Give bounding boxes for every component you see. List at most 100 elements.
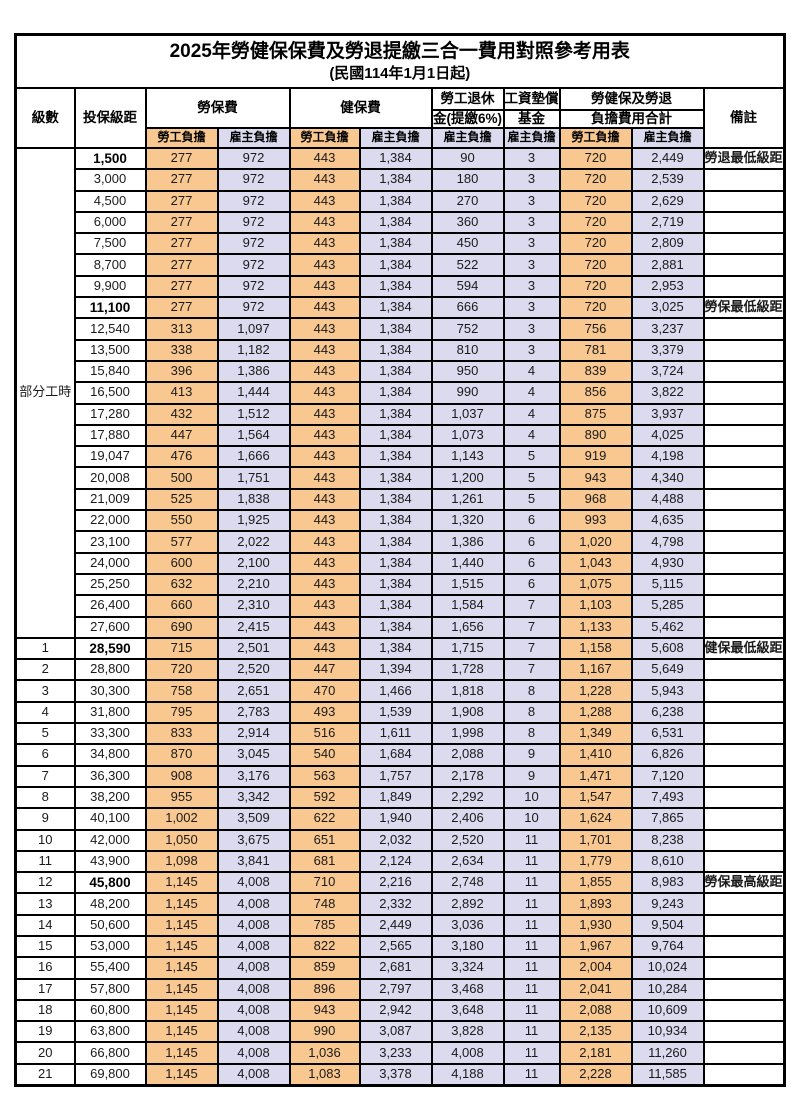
labor-employee-cell: 1,145: [144, 1020, 219, 1044]
total-employer-cell: 2,881: [630, 253, 705, 277]
total-employer-cell: 6,238: [630, 700, 705, 725]
remark-cell: [702, 700, 786, 725]
total-employee-cell: 2,088: [558, 998, 633, 1023]
subheader-labor-employer: 雇主負擔: [216, 127, 291, 149]
total-employee-cell: 720: [558, 274, 633, 299]
bracket-cell: 43,900: [73, 849, 147, 874]
health-employee-cell: 443: [288, 636, 361, 661]
labor-employee-cell: 1,145: [144, 871, 219, 895]
total-employer-cell: 4,025: [630, 423, 705, 448]
total-employer-cell: 5,943: [630, 679, 705, 703]
table-row: 16 55,400 1,145 4,008 859 2,681 3,324 11 2,004 10…: [14, 956, 786, 980]
bracket-cell: 45,800: [73, 871, 147, 895]
total-employer-cell: 2,629: [630, 189, 705, 213]
table-row: 27,600 690 2,415 443 1,384 1,656 7 1,133 5,462: [16, 615, 786, 639]
health-employee-cell: 1,036: [288, 1041, 361, 1065]
pension-employer-cell: 4,188: [430, 1062, 505, 1087]
labor-employee-cell: 1,145: [144, 1041, 219, 1065]
remark-cell: [702, 423, 786, 448]
bracket-cell: 40,100: [73, 807, 147, 831]
wage-fund-employer-cell: 4: [502, 402, 561, 426]
total-employer-cell: 8,610: [630, 849, 705, 874]
wage-fund-employer-cell: 6: [502, 530, 561, 554]
wage-fund-employer-cell: 4: [502, 381, 561, 405]
subheader-pension-employer: 雇主負擔: [430, 127, 505, 149]
total-employee-cell: 1,893: [558, 892, 633, 916]
total-employer-cell: 10,024: [630, 956, 705, 980]
total-employee-cell: 1,930: [558, 913, 633, 937]
labor-employer-cell: 4,008: [216, 1041, 291, 1065]
health-employer-cell: 1,384: [358, 445, 433, 469]
remark-cell: [702, 934, 786, 959]
health-employee-cell: 943: [288, 998, 361, 1023]
pension-employer-cell: 522: [430, 253, 505, 277]
labor-employer-cell: 4,008: [216, 913, 291, 937]
remark-cell: [702, 615, 786, 639]
remark-cell: [702, 572, 786, 597]
table-row: 15,840 396 1,386 443 1,384 950 4 839 3,724: [16, 359, 786, 384]
health-employee-cell: 990: [288, 1020, 361, 1044]
table-row: 25,250 632 2,210 443 1,384 1,515 6 1,075 5,115: [16, 572, 786, 597]
pension-employer-cell: 2,520: [430, 828, 505, 852]
total-employer-cell: 10,934: [630, 1020, 705, 1044]
level-cell: 6: [14, 743, 76, 767]
wage-fund-employer-cell: 11: [502, 1062, 561, 1087]
labor-employee-cell: 277: [144, 146, 219, 171]
total-employer-cell: 5,285: [630, 594, 705, 618]
remark-cell: [702, 679, 786, 703]
labor-employee-cell: 1,145: [144, 1062, 219, 1087]
col-header-level: 級數: [14, 87, 76, 149]
health-employer-cell: 1,940: [358, 807, 433, 831]
total-employee-cell: 856: [558, 381, 633, 405]
table-row: 20 66,800 1,145 4,008 1,036 3,233 4,008 11 2,181…: [14, 1041, 786, 1065]
table-row: 9,900 277 972 443 1,384 594 3 720 2,953: [16, 274, 786, 299]
bracket-cell: 55,400: [73, 956, 147, 980]
total-employer-cell: 3,937: [630, 402, 705, 426]
health-employee-cell: 859: [288, 956, 361, 980]
pension-employer-cell: 1,515: [430, 572, 505, 597]
pension-employer-cell: 1,440: [430, 551, 505, 575]
labor-employee-cell: 277: [144, 253, 219, 277]
labor-employee-cell: 870: [144, 743, 219, 767]
labor-employee-cell: 396: [144, 359, 219, 384]
pension-employer-cell: 90: [430, 146, 505, 171]
labor-employee-cell: 277: [144, 232, 219, 256]
bracket-cell: 27,600: [73, 615, 147, 639]
table-row: 15 53,000 1,145 4,008 822 2,565 3,180 11 1,967 9,…: [14, 934, 786, 959]
total-employer-cell: 9,504: [630, 913, 705, 937]
total-employee-cell: 720: [558, 168, 633, 192]
health-employee-cell: 443: [288, 253, 361, 277]
remark-cell: [702, 359, 786, 384]
total-employee-cell: 720: [558, 146, 633, 171]
labor-employer-cell: 1,838: [216, 487, 291, 512]
level-cell: 12: [14, 871, 76, 895]
health-employer-cell: 1,384: [358, 338, 433, 362]
health-employer-cell: 2,681: [358, 956, 433, 980]
total-employee-cell: 943: [558, 466, 633, 490]
pension-employer-cell: 360: [430, 210, 505, 235]
pension-employer-cell: 1,037: [430, 402, 505, 426]
col-header-bracket: 投保級距: [73, 87, 147, 149]
wage-fund-employer-cell: 7: [502, 636, 561, 661]
health-employee-cell: 651: [288, 828, 361, 852]
wage-fund-employer-cell: 3: [502, 146, 561, 171]
health-employee-cell: 443: [288, 530, 361, 554]
wage-fund-employer-cell: 3: [502, 338, 561, 362]
labor-employee-cell: 1,145: [144, 892, 219, 916]
total-employee-cell: 1,228: [558, 679, 633, 703]
table-row: 21 69,800 1,145 4,008 1,083 3,378 4,188 11 2,228…: [14, 1062, 786, 1087]
pension-employer-cell: 1,386: [430, 530, 505, 554]
health-employer-cell: 1,849: [358, 785, 433, 810]
health-employer-cell: 1,384: [358, 232, 433, 256]
wage-fund-employer-cell: 8: [502, 722, 561, 746]
health-employer-cell: 1,384: [358, 168, 433, 192]
pension-employer-cell: 1,818: [430, 679, 505, 703]
labor-employee-cell: 1,050: [144, 828, 219, 852]
health-employee-cell: 681: [288, 849, 361, 874]
total-employee-cell: 1,855: [558, 871, 633, 895]
labor-employer-cell: 972: [216, 232, 291, 256]
wage-fund-employer-cell: 4: [502, 423, 561, 448]
total-employee-cell: 1,779: [558, 849, 633, 874]
wage-fund-employer-cell: 6: [502, 509, 561, 533]
pension-employer-cell: 270: [430, 189, 505, 213]
